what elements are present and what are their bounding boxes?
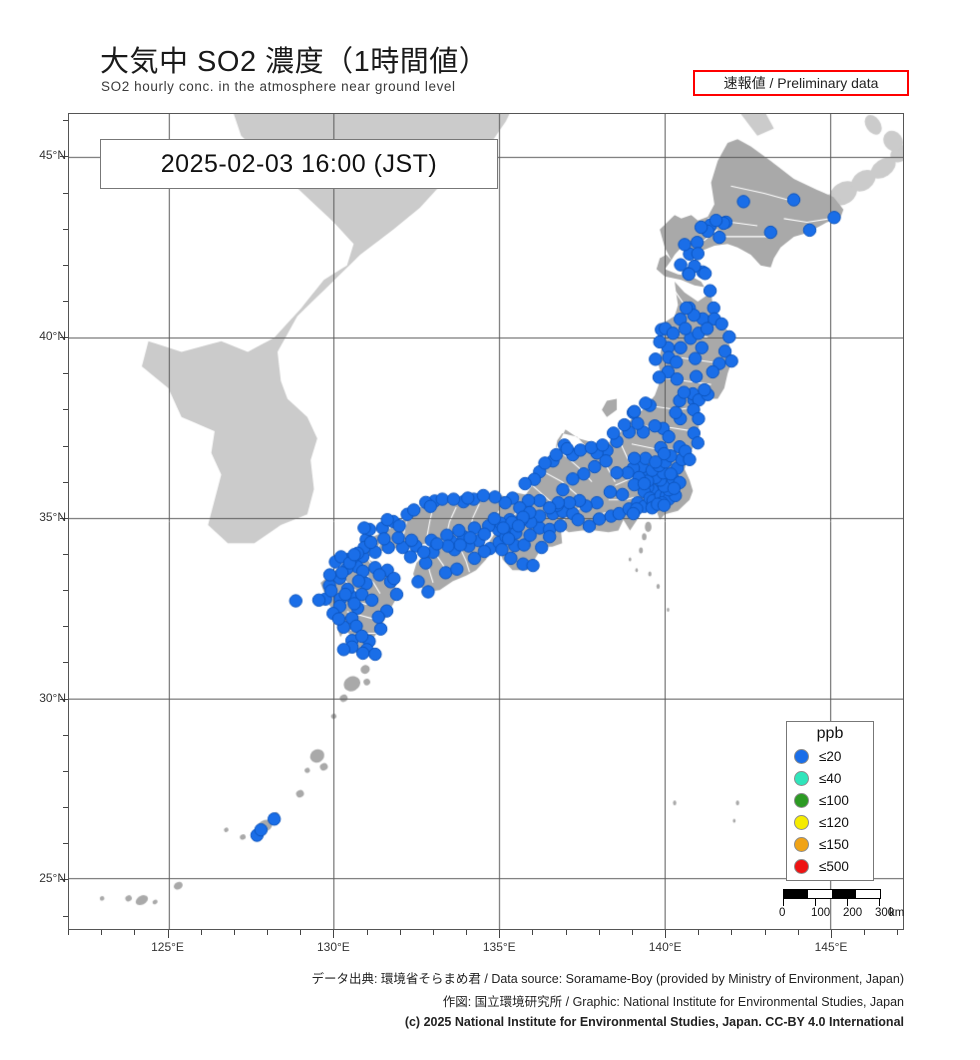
footer-graphic-credit: 作図: 国立環境研究所 / Graphic: National Institut… bbox=[442, 995, 904, 1009]
y-axis-tick-minor bbox=[63, 445, 68, 447]
legend-item-label: ≤40 bbox=[819, 770, 842, 786]
scale-bar-bars bbox=[783, 889, 881, 899]
x-axis-tick-minor bbox=[233, 930, 235, 935]
y-axis-label: 25°N bbox=[39, 871, 66, 886]
scale-bar-tick-label: 200 bbox=[843, 907, 863, 919]
x-axis-tick-minor bbox=[134, 930, 136, 935]
scale-bar-unit-label: km bbox=[889, 907, 905, 919]
x-axis-tick-minor bbox=[466, 930, 468, 935]
y-axis-tick-minor bbox=[63, 626, 68, 628]
x-axis-tick-minor bbox=[698, 930, 700, 935]
y-axis-tick-minor bbox=[63, 843, 68, 845]
y-axis-tick-minor bbox=[63, 734, 68, 736]
legend-item: ≤500 bbox=[787, 855, 873, 877]
legend-item-label: ≤20 bbox=[819, 748, 842, 764]
footer-copyright: (c) 2025 National Institute for Environm… bbox=[404, 1015, 904, 1029]
x-axis-tick-major bbox=[665, 930, 667, 938]
y-axis-tick-minor bbox=[63, 481, 68, 483]
y-axis-tick-minor bbox=[63, 264, 68, 266]
legend-rows: ≤20 ≤40 ≤100 ≤120 ≤150 ≤500 bbox=[787, 745, 873, 877]
y-axis-tick-major bbox=[60, 337, 68, 339]
y-axis-tick-minor bbox=[63, 662, 68, 664]
legend-item: ≤100 bbox=[787, 789, 873, 811]
page-subtitle: SO2 hourly conc. in the atmosphere near … bbox=[101, 79, 456, 94]
x-axis-tick-minor bbox=[532, 930, 534, 935]
legend-item-label: ≤120 bbox=[819, 814, 849, 830]
legend-item-label: ≤150 bbox=[819, 836, 849, 852]
y-axis-label: 45°N bbox=[39, 148, 66, 163]
x-axis-label: 135°E bbox=[482, 940, 516, 954]
scale-bar-tick-label: 0 bbox=[779, 907, 786, 919]
x-axis-label: 140°E bbox=[648, 940, 682, 954]
x-axis-tick-minor bbox=[764, 930, 766, 935]
status-badge: 速報値 / Preliminary data bbox=[693, 70, 909, 96]
y-axis-tick-minor bbox=[63, 192, 68, 194]
x-axis-label: 145°E bbox=[814, 940, 848, 954]
scale-bar-tick-label: 300 bbox=[875, 907, 895, 919]
legend-swatch-icon bbox=[794, 748, 809, 764]
y-axis-label: 35°N bbox=[39, 509, 66, 524]
page-title: 大気中 SO2 濃度（1時間値） bbox=[100, 46, 489, 78]
legend-swatch-icon bbox=[794, 770, 809, 786]
x-axis-tick-minor bbox=[200, 930, 202, 935]
x-axis-tick-major bbox=[499, 930, 501, 938]
x-axis-label: 130°E bbox=[316, 940, 350, 954]
legend-swatch-icon bbox=[794, 814, 809, 830]
map-canvas bbox=[69, 114, 903, 929]
y-axis-tick-major bbox=[60, 156, 68, 158]
x-axis-tick-minor bbox=[267, 930, 269, 935]
y-axis-tick-minor bbox=[63, 228, 68, 230]
y-axis-tick-minor bbox=[63, 770, 68, 772]
legend-swatch-icon bbox=[794, 836, 809, 852]
x-axis-tick-major bbox=[333, 930, 335, 938]
legend-item: ≤40 bbox=[787, 767, 873, 789]
y-axis-label: 30°N bbox=[39, 690, 66, 705]
legend-item-label: ≤100 bbox=[819, 792, 849, 808]
x-axis-tick-minor bbox=[731, 930, 733, 935]
legend-item: ≤150 bbox=[787, 833, 873, 855]
scale-bar-ticks bbox=[783, 899, 881, 906]
y-axis-tick-major bbox=[60, 879, 68, 881]
y-axis-tick-minor bbox=[63, 300, 68, 302]
footer-data-source: データ出典: 環境省そらまめ君 / Data source: Soramame-… bbox=[311, 972, 904, 986]
x-axis-tick-minor bbox=[432, 930, 434, 935]
y-axis-tick-minor bbox=[63, 120, 68, 122]
y-axis-tick-minor bbox=[63, 807, 68, 809]
x-axis-tick-minor bbox=[797, 930, 799, 935]
y-axis-tick-minor bbox=[63, 915, 68, 917]
timestamp-label: 2025-02-03 16:00 (JST) bbox=[100, 139, 498, 189]
y-axis-tick-minor bbox=[63, 554, 68, 556]
map-plot-area bbox=[68, 113, 904, 930]
x-axis-tick-minor bbox=[101, 930, 103, 935]
legend-item: ≤120 bbox=[787, 811, 873, 833]
x-axis-tick-minor bbox=[68, 930, 69, 935]
x-axis-tick-minor bbox=[864, 930, 866, 935]
x-axis-tick-minor bbox=[598, 930, 600, 935]
y-axis-tick-minor bbox=[63, 373, 68, 375]
legend-title: ppb bbox=[816, 725, 844, 742]
scale-bar: 0 100 200 300 km bbox=[779, 889, 915, 922]
legend-item-label: ≤500 bbox=[819, 858, 849, 874]
x-axis-tick-minor bbox=[897, 930, 899, 935]
x-axis-tick-major bbox=[167, 930, 169, 938]
scale-bar-tick-label: 100 bbox=[811, 907, 831, 919]
y-axis-tick-major bbox=[60, 517, 68, 519]
x-axis-tick-minor bbox=[565, 930, 567, 935]
x-axis-tick-minor bbox=[631, 930, 633, 935]
scale-bar-labels: 0 100 200 300 km bbox=[779, 907, 915, 922]
legend-swatch-icon bbox=[794, 858, 809, 874]
x-axis-tick-minor bbox=[366, 930, 368, 935]
x-axis-tick-minor bbox=[300, 930, 302, 935]
legend-swatch-icon bbox=[794, 792, 809, 808]
legend-item: ≤20 bbox=[787, 745, 873, 767]
legend: ppb ≤20 ≤40 ≤100 ≤120 ≤150 ≤500 bbox=[786, 721, 874, 881]
x-axis-tick-major bbox=[831, 930, 833, 938]
y-axis-tick-major bbox=[60, 698, 68, 700]
y-axis-tick-minor bbox=[63, 590, 68, 592]
y-axis-tick-minor bbox=[63, 409, 68, 411]
x-axis-tick-minor bbox=[399, 930, 401, 935]
y-axis-label: 40°N bbox=[39, 329, 66, 344]
x-axis-label: 125°E bbox=[151, 940, 184, 954]
